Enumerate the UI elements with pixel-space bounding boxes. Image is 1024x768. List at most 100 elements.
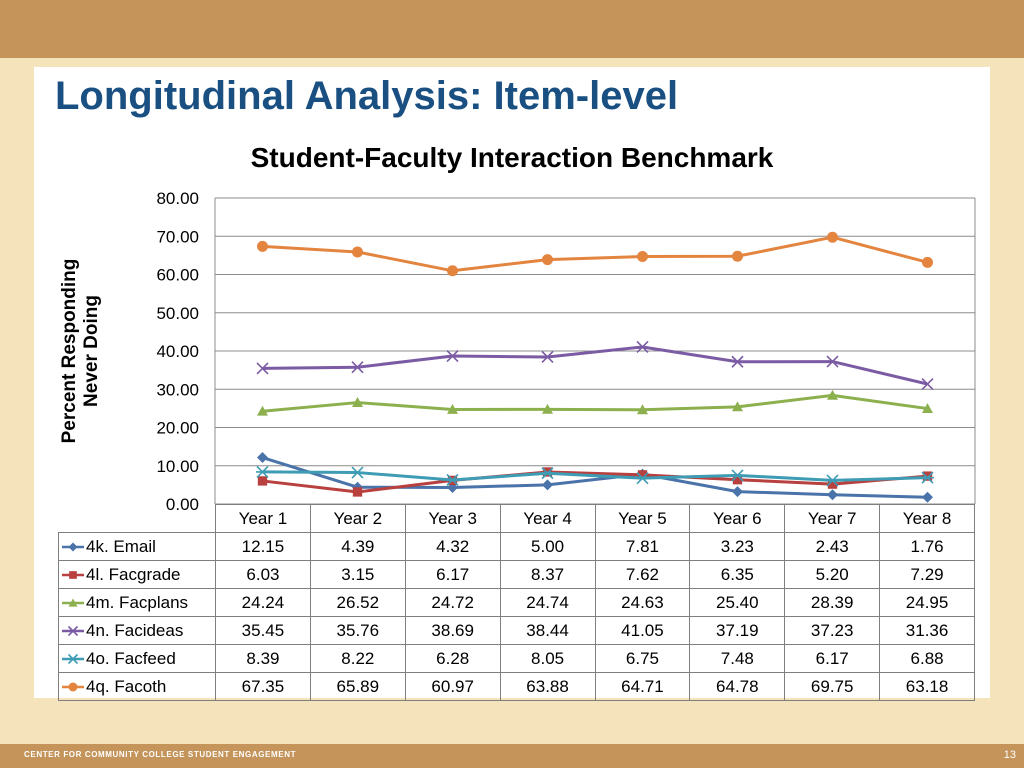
series-line xyxy=(262,393,928,413)
legend-key-marker xyxy=(68,542,78,552)
y-tick-label: 30.00 xyxy=(156,380,199,399)
data-table: Year 1 Year 2 Year 3 Year 4 Year 5 Year 6 Year… xyxy=(58,504,975,701)
x-category-label: Year 4 xyxy=(499,504,596,533)
data-point xyxy=(922,471,933,481)
data-point xyxy=(447,403,458,414)
data-label: 6.88 xyxy=(879,644,975,673)
data-point xyxy=(352,397,363,407)
data-point xyxy=(350,466,365,479)
legend-key-icon xyxy=(62,542,84,552)
series-3 xyxy=(257,389,933,416)
data-point xyxy=(540,467,555,480)
legend-label: 4k. Email xyxy=(86,536,156,556)
data-point xyxy=(827,479,838,489)
top-band xyxy=(0,0,1024,58)
series-4 xyxy=(256,340,934,391)
data-point xyxy=(637,404,648,415)
data-point xyxy=(541,350,554,364)
data-point xyxy=(446,349,459,363)
data-label: 41.05 xyxy=(594,616,691,645)
data-point xyxy=(445,473,460,487)
data-point xyxy=(256,362,269,375)
legend-key-icon xyxy=(62,598,84,607)
slide-title: Longitudinal Analysis: Item-level xyxy=(55,74,679,118)
y-tick-label: 50.00 xyxy=(156,304,199,323)
data-label: 38.44 xyxy=(499,616,596,645)
data-label: 8.22 xyxy=(309,644,406,673)
data-label: 4.39 xyxy=(309,532,406,561)
page-number: 13 xyxy=(1003,749,1016,761)
y-tick-label: 60.00 xyxy=(156,266,199,285)
table-row: 4n. Facideas 35.45 35.76 38.69 38.44 41.05 37.… xyxy=(58,616,975,645)
data-label: 24.95 xyxy=(879,588,975,617)
data-point xyxy=(542,403,553,414)
series-line xyxy=(262,470,928,494)
legend-label: 4n. Facideas xyxy=(86,620,184,640)
data-point xyxy=(921,377,934,391)
table-header-row: Year 1 Year 2 Year 3 Year 4 Year 5 Year 6 Year… xyxy=(58,504,975,533)
legend-entry: 4m. Facplans xyxy=(58,588,216,617)
data-label: 8.37 xyxy=(499,560,596,589)
data-label: 26.52 xyxy=(309,588,406,617)
legend-key-icon xyxy=(62,653,84,665)
series-5 xyxy=(255,465,935,487)
y-tick-label: 80.00 xyxy=(156,189,199,208)
data-label: 24.74 xyxy=(499,588,596,617)
data-point xyxy=(542,479,553,491)
data-label: 24.72 xyxy=(404,588,501,617)
table-row: 4m. Facplans 24.24 26.52 24.72 24.74 24.63 25.… xyxy=(58,588,975,617)
data-label: 64.71 xyxy=(594,672,691,701)
data-point xyxy=(257,405,268,416)
x-category-label: Year 2 xyxy=(309,504,406,533)
table-row: 4l. Facgrade 6.03 3.15 6.17 8.37 7.62 6.35 5.20… xyxy=(58,560,975,589)
legend-key-icon xyxy=(62,571,84,579)
y-tick-labels: 0.0010.0020.0030.0040.0050.0060.0070.008… xyxy=(156,189,199,514)
data-point xyxy=(827,389,838,400)
data-point xyxy=(447,265,458,277)
data-point xyxy=(827,231,838,243)
legend-entry: 4n. Facideas xyxy=(58,616,216,645)
legend-key-icon xyxy=(62,625,84,637)
data-point xyxy=(732,475,743,485)
legend-entry: 4q. Facoth xyxy=(58,672,216,701)
legend-key-marker xyxy=(68,598,78,607)
data-label: 35.45 xyxy=(215,616,311,645)
table-row: 4k. Email 12.15 4.39 4.32 5.00 7.81 3.23 2.43 1.… xyxy=(58,532,975,561)
data-point xyxy=(730,469,745,482)
data-point xyxy=(920,471,935,484)
y-tick-label: 10.00 xyxy=(156,457,199,476)
legend-key-marker xyxy=(67,653,79,665)
data-point xyxy=(826,355,839,368)
data-label: 38.69 xyxy=(404,616,501,645)
data-label: 37.23 xyxy=(784,616,881,645)
x-category-label: Year 8 xyxy=(879,504,975,533)
data-point xyxy=(922,403,933,413)
data-label: 6.17 xyxy=(784,644,881,673)
data-label: 28.39 xyxy=(784,588,881,617)
data-point xyxy=(542,254,553,266)
data-point xyxy=(637,250,648,262)
series-line xyxy=(262,456,928,499)
x-category-label: Year 1 xyxy=(215,504,311,533)
legend-key-marker xyxy=(67,625,79,637)
data-label: 37.19 xyxy=(689,616,786,645)
data-label: 65.89 xyxy=(309,672,406,701)
data-label: 25.40 xyxy=(689,588,786,617)
legend-key-icon xyxy=(62,682,84,692)
x-category-label: Year 5 xyxy=(594,504,691,533)
table-corner xyxy=(58,504,216,533)
data-label: 3.15 xyxy=(309,560,406,589)
data-label: 5.20 xyxy=(784,560,881,589)
series-line xyxy=(262,470,928,482)
data-label: 7.62 xyxy=(594,560,691,589)
data-label: 7.29 xyxy=(879,560,975,589)
data-label: 6.17 xyxy=(404,560,501,589)
data-point xyxy=(732,401,743,412)
table-row: 4q. Facoth 67.35 65.89 60.97 63.88 64.71 64.78… xyxy=(58,672,975,701)
data-point xyxy=(257,452,268,464)
legend-label: 4l. Facgrade xyxy=(86,564,181,584)
data-label: 4.32 xyxy=(404,532,501,561)
table-body: 4k. Email 12.15 4.39 4.32 5.00 7.81 3.23 2.43 1.… xyxy=(58,532,975,701)
data-label: 1.76 xyxy=(879,532,975,561)
data-label: 6.35 xyxy=(689,560,786,589)
